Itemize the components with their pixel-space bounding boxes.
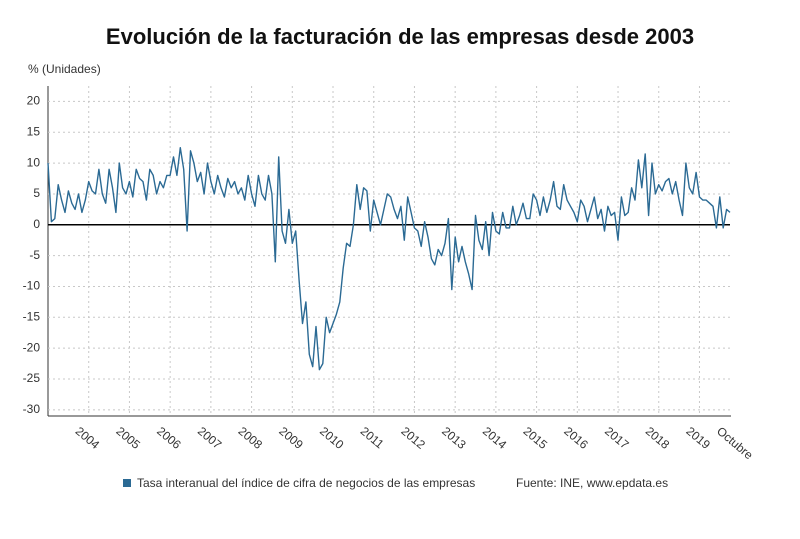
y-tick-label: -10 [23, 279, 41, 293]
chart-title: Evolución de la facturación de las empre… [106, 24, 694, 49]
y-axis-label: % (Unidades) [28, 62, 101, 76]
y-tick-label: 0 [33, 217, 40, 231]
x-tick-label: 2019 [683, 424, 713, 452]
source: Fuente: INE, www.epdata.es [516, 476, 668, 490]
x-tick-label: 2005 [113, 424, 143, 452]
y-tick-label: 20 [27, 94, 41, 108]
x-tick-label: 2009 [276, 424, 306, 452]
x-tick-label: 2008 [236, 424, 266, 452]
y-tick-label: 15 [27, 124, 41, 138]
x-tick-label: 2015 [521, 424, 551, 452]
y-tick-label: -25 [23, 371, 41, 385]
x-tick-label: 2011 [358, 424, 387, 452]
y-tick-label: -20 [23, 340, 41, 354]
x-tick-label: 2012 [398, 424, 428, 452]
x-tick-label: Octubre [714, 424, 756, 462]
y-tick-label: -30 [23, 402, 41, 416]
y-tick-label: -5 [29, 248, 40, 262]
x-tick-label: 2010 [317, 424, 347, 452]
x-tick-label: 2004 [73, 424, 103, 452]
legend-swatch [123, 479, 131, 487]
x-tick-label: 2018 [643, 424, 673, 452]
x-tick-label: 2013 [439, 424, 469, 452]
x-tick-label: 2017 [602, 424, 632, 452]
y-tick-label: 10 [27, 155, 41, 169]
y-tick-label: 5 [33, 186, 40, 200]
x-tick-label: 2016 [561, 424, 591, 452]
x-tick-label: 2007 [195, 424, 225, 452]
x-tick-label: 2014 [480, 424, 510, 452]
series-line [47, 147, 731, 371]
x-tick-label: 2006 [154, 424, 184, 452]
y-tick-label: -15 [23, 309, 41, 323]
legend-label: Tasa interanual del índice de cifra de n… [137, 476, 475, 490]
